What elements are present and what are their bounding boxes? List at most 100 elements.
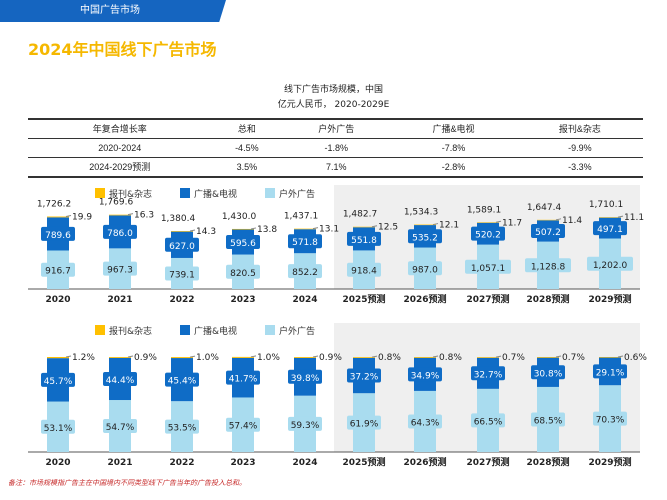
page-title: 2024年中国线下广告市场 xyxy=(28,40,217,59)
cell: -4.5% xyxy=(211,138,283,158)
bar-value-label: 66.5% xyxy=(474,417,503,427)
leader-line xyxy=(617,355,624,358)
x-tick-label: 2021 xyxy=(107,295,132,305)
print-value-label: 13.1 xyxy=(319,225,339,235)
label-box xyxy=(226,264,260,279)
cell: -3.3% xyxy=(516,157,643,178)
cell: -2.8% xyxy=(390,157,517,178)
print-value-label: 11.7 xyxy=(502,218,522,228)
total-label: 1,430.0 xyxy=(222,212,257,222)
print-value-label: 11.4 xyxy=(562,216,582,226)
print-value-label: 0.7% xyxy=(502,353,525,363)
label-box xyxy=(347,262,381,277)
bar-print xyxy=(294,357,316,358)
bar-print xyxy=(47,357,69,359)
x-tick-label: 2024 xyxy=(292,295,317,305)
label-box xyxy=(103,224,137,239)
bar-value-label: 39.8% xyxy=(291,374,320,384)
label-box xyxy=(593,364,627,379)
x-tick-label: 2026预测 xyxy=(403,293,446,305)
bar-print xyxy=(232,228,254,230)
leader-line xyxy=(432,355,439,358)
x-tick-label: 2022 xyxy=(169,295,194,305)
bar-value-label: 739.1 xyxy=(169,270,195,280)
legend-swatch xyxy=(180,325,190,335)
bar-value-label: 1,202.0 xyxy=(593,261,628,271)
total-label: 1,647.4 xyxy=(527,203,562,213)
bar-value-label: 30.8% xyxy=(534,369,563,379)
table-subtitle: 亿元人民币， 2020-2029E xyxy=(277,100,390,110)
bar-print xyxy=(47,216,69,218)
label-box xyxy=(41,372,75,387)
legend-label: 户外广告 xyxy=(279,188,315,200)
label-box xyxy=(525,258,571,273)
leader-line xyxy=(189,229,196,232)
label-box xyxy=(471,366,505,381)
bar-value-label: 64.3% xyxy=(411,418,440,428)
legend-swatch xyxy=(180,188,190,198)
bar-print xyxy=(414,224,436,226)
cell: 3.5% xyxy=(211,157,283,178)
label-box xyxy=(408,367,442,382)
bar-print xyxy=(109,357,131,358)
label-box xyxy=(593,411,627,426)
cell: 7.1% xyxy=(282,157,391,178)
print-value-label: 13.8 xyxy=(257,225,277,235)
header-cell: 总和 xyxy=(211,118,283,139)
label-box xyxy=(165,266,199,281)
total-label: 1,726.2 xyxy=(37,199,71,209)
print-value-label: 19.9 xyxy=(72,212,92,222)
label-box xyxy=(347,415,381,430)
bar-print xyxy=(171,357,193,359)
x-tick-label: 2025预测 xyxy=(342,456,385,468)
print-value-label: 12.5 xyxy=(378,223,398,233)
bar-value-label: 595.6 xyxy=(230,239,256,249)
label-box xyxy=(408,414,442,429)
x-tick-label: 2027预测 xyxy=(466,293,509,305)
label-box xyxy=(593,221,627,236)
x-tick-label: 2020 xyxy=(45,295,70,305)
leader-line xyxy=(432,223,439,226)
print-value-label: 0.8% xyxy=(378,353,401,363)
label-box xyxy=(471,226,505,241)
leader-line xyxy=(189,355,196,358)
footnote: 备注：市场规模指广告主在中国境内不同类型线下广告当年的广告投入总和。 xyxy=(8,479,246,487)
print-value-label: 16.3 xyxy=(134,211,154,221)
label-box xyxy=(347,368,381,383)
table-title: 线下广告市场规模，中国 xyxy=(283,85,383,95)
label-box xyxy=(103,419,137,434)
cell: -1.8% xyxy=(282,138,391,158)
total-label: 1,482.7 xyxy=(343,210,377,220)
bar-value-label: 57.4% xyxy=(229,422,258,432)
leader-line xyxy=(312,355,319,358)
leader-line xyxy=(371,355,378,358)
cell: 2024-2029预测 xyxy=(28,157,212,178)
legend-label: 报刊&杂志 xyxy=(109,325,152,337)
bar-value-label: 987.0 xyxy=(412,265,438,275)
bar-value-label: 68.5% xyxy=(534,416,563,426)
leader-line xyxy=(65,355,72,358)
bar-value-label: 37.2% xyxy=(350,373,379,383)
leader-line xyxy=(65,215,72,217)
bar-value-label: 70.3% xyxy=(596,416,625,426)
bar-value-label: 54.7% xyxy=(106,423,135,433)
bar-value-label: 29.1% xyxy=(596,368,625,378)
bar-value-label: 41.7% xyxy=(229,375,258,385)
leader-line xyxy=(250,355,257,358)
bar-print xyxy=(294,228,316,230)
x-tick-label: 2020 xyxy=(45,458,70,468)
print-value-label: 1.2% xyxy=(72,353,95,363)
total-label: 1,710.1 xyxy=(589,200,623,210)
bar-value-label: 786.0 xyxy=(107,229,133,239)
bar-value-label: 59.3% xyxy=(291,421,320,431)
bar-value-label: 497.1 xyxy=(597,225,623,235)
label-box xyxy=(531,223,565,238)
label-box xyxy=(347,231,381,246)
cell: 2020-2024 xyxy=(28,138,212,158)
print-value-label: 0.9% xyxy=(134,353,157,363)
header-cell: 报刊&杂志 xyxy=(516,118,643,139)
header-cell: 年复合增长率 xyxy=(28,118,212,139)
bar-value-label: 53.1% xyxy=(44,424,73,434)
print-value-label: 0.7% xyxy=(562,353,585,363)
